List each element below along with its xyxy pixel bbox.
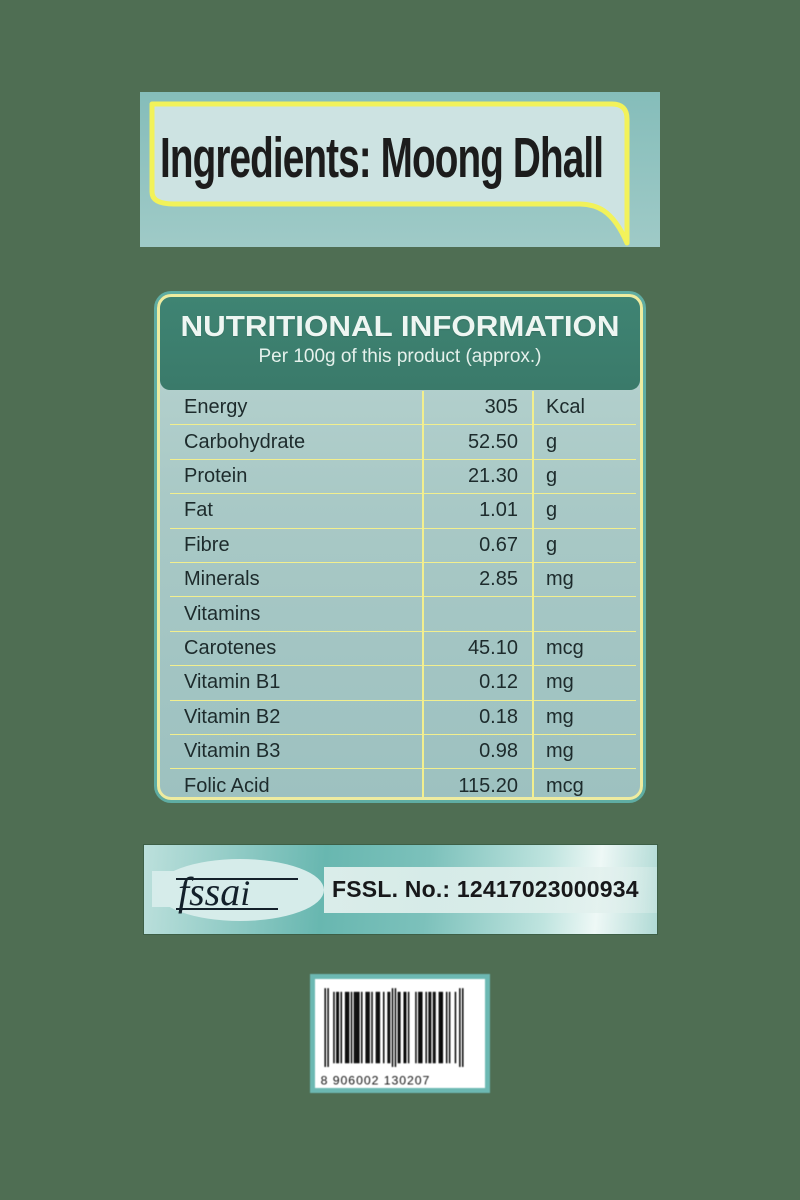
svg-text:Ingredients: Moong Dhall: Ingredients: Moong Dhall <box>160 127 603 190</box>
svg-text:fssai: fssai <box>178 869 250 914</box>
svg-text:8 906002 130207: 8 906002 130207 <box>321 1074 431 1088</box>
